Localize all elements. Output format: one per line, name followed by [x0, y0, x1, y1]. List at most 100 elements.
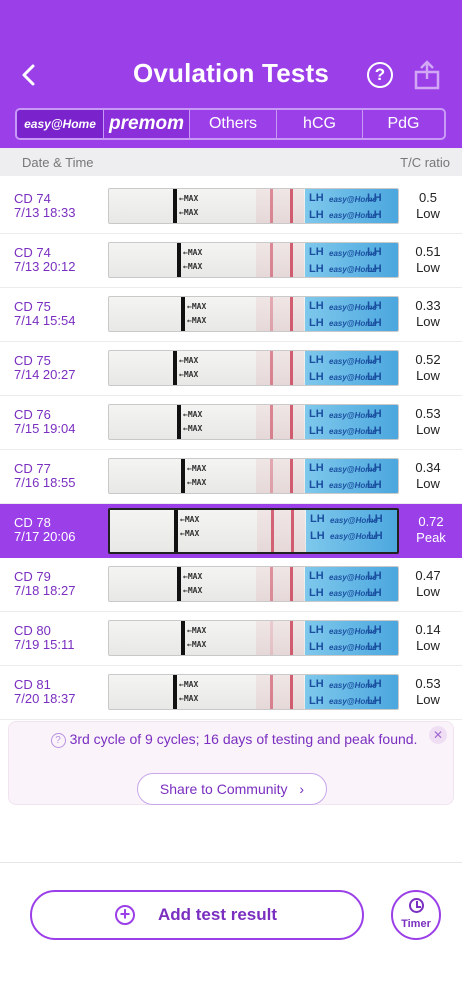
result-window	[256, 567, 304, 601]
tab-others[interactable]: Others	[190, 110, 277, 138]
wrapper-text: LH	[367, 408, 382, 420]
add-test-result-button[interactable]: + Add test result	[30, 890, 364, 940]
clock-icon	[409, 898, 424, 913]
wrapper-text: easy@Home	[329, 427, 377, 436]
ratio-level: Low	[416, 206, 440, 221]
row-date: CD 75 7/14 15:54	[14, 300, 75, 328]
back-button[interactable]	[14, 58, 44, 92]
test-row[interactable]: CD 75 7/14 15:54 ←MAX ←MAX LH easy@Home LH LH ea…	[0, 288, 462, 342]
control-line	[290, 567, 293, 601]
max-label: ←MAX	[183, 586, 203, 595]
wrapper-text: easy@Home	[329, 195, 377, 204]
control-line	[290, 621, 293, 655]
tab-hcg[interactable]: hCG	[277, 110, 363, 138]
strip-wrapper: LH easy@Home LH LH easy@Home LH	[305, 297, 398, 331]
cycle-day: CD 77	[14, 461, 51, 476]
test-time: 7/17 20:06	[14, 529, 76, 544]
brand-tabs: easy@Home premom Others hCG PdG	[15, 108, 446, 140]
tab-easy-home[interactable]: easy@Home	[17, 110, 104, 138]
wrapper-text: LH	[309, 479, 324, 491]
wrapper-text: easy@Home	[329, 249, 377, 258]
max-label: ←MAX	[187, 626, 207, 635]
cycle-day: CD 76	[14, 407, 51, 422]
test-row[interactable]: CD 77 7/16 18:55 ←MAX ←MAX LH easy@Home LH LH ea…	[0, 450, 462, 504]
tc-ratio: 0.53 Low	[408, 406, 448, 438]
tc-ratio: 0.52 Low	[408, 352, 448, 384]
max-label: ←MAX	[179, 208, 199, 217]
test-row[interactable]: CD 76 7/15 19:04 ←MAX ←MAX LH easy@Home LH LH ea…	[0, 396, 462, 450]
tab-premom[interactable]: premom	[104, 110, 190, 138]
wrapper-text: easy@Home	[329, 211, 377, 220]
wrapper-text: easy@Home	[329, 481, 377, 490]
wrapper-text: easy@Home	[329, 627, 377, 636]
ratio-value: 0.47	[415, 568, 441, 583]
wrapper-text: LH	[309, 624, 324, 636]
max-label: ←MAX	[187, 464, 207, 473]
result-window	[256, 405, 304, 439]
test-row[interactable]: CD 75 7/14 20:27 ←MAX ←MAX LH easy@Home LH LH ea…	[0, 342, 462, 396]
wrapper-text: easy@Home	[329, 303, 377, 312]
tc-ratio: 0.53 Low	[408, 676, 448, 708]
timer-button[interactable]: Timer	[391, 890, 441, 940]
wrapper-text: easy@Home	[329, 357, 377, 366]
test-row[interactable]: CD 78 7/17 20:06 ←MAX ←MAX LH easy@Home LH LH ea…	[0, 504, 462, 558]
column-header: Date & Time T/C ratio	[0, 148, 462, 176]
row-date: CD 81 7/20 18:37	[14, 678, 75, 706]
wrapper-text: LH	[309, 425, 324, 437]
wrapper-text: LH	[309, 570, 324, 582]
close-icon[interactable]: ✕	[429, 726, 447, 744]
test-time: 7/15 19:04	[14, 421, 76, 436]
ratio-level: Peak	[416, 530, 446, 545]
wrapper-text: LH	[309, 408, 324, 420]
test-strip-image: ←MAX ←MAX LH easy@Home LH LH easy@Home LH	[108, 508, 399, 554]
wrapper-text: LH	[367, 209, 382, 221]
share-to-community-button[interactable]: Share to Community ›	[137, 773, 327, 805]
test-row[interactable]: CD 80 7/19 15:11 ←MAX ←MAX LH easy@Home LH LH ea…	[0, 612, 462, 666]
ratio-level: Low	[416, 422, 440, 437]
help-icon[interactable]: ?	[367, 62, 393, 88]
strip-marker	[173, 189, 177, 223]
result-window	[256, 675, 304, 709]
ratio-value: 0.14	[415, 622, 441, 637]
wrapper-text: LH	[309, 300, 324, 312]
strip-marker	[181, 459, 185, 493]
strip-wrapper: LH easy@Home LH LH easy@Home LH	[305, 351, 398, 385]
cycle-day: CD 74	[14, 245, 51, 260]
wrapper-text: easy@Home	[330, 532, 378, 541]
row-date: CD 79 7/18 18:27	[14, 570, 75, 598]
test-row[interactable]: CD 74 7/13 20:12 ←MAX ←MAX LH easy@Home LH LH ea…	[0, 234, 462, 288]
tc-ratio: 0.51 Low	[408, 244, 448, 276]
ratio-level: Low	[416, 584, 440, 599]
share-icon[interactable]	[413, 60, 441, 90]
strip-marker	[177, 243, 181, 277]
wrapper-text: LH	[367, 624, 382, 636]
control-line	[290, 297, 293, 331]
test-strip-image: ←MAX ←MAX LH easy@Home LH LH easy@Home LH	[108, 350, 399, 386]
control-line	[290, 243, 293, 277]
tab-pdg[interactable]: PdG	[387, 115, 420, 132]
cycle-day: CD 80	[14, 623, 51, 638]
max-label: ←MAX	[187, 478, 207, 487]
wrapper-text: LH	[367, 425, 382, 437]
cycle-day: CD 75	[14, 353, 51, 368]
wrapper-text: LH	[309, 209, 324, 221]
test-strip-image: ←MAX ←MAX LH easy@Home LH LH easy@Home LH	[108, 458, 399, 494]
test-row[interactable]: CD 81 7/20 18:37 ←MAX ←MAX LH easy@Home LH LH ea…	[0, 666, 462, 720]
test-line	[270, 675, 273, 709]
test-line	[270, 405, 273, 439]
test-strip-image: ←MAX ←MAX LH easy@Home LH LH easy@Home LH	[108, 566, 399, 602]
cycle-day: CD 75	[14, 299, 51, 314]
wrapper-text: LH	[368, 530, 383, 542]
wrapper-text: LH	[309, 587, 324, 599]
test-row[interactable]: CD 74 7/13 18:33 ←MAX ←MAX LH easy@Home LH LH ea…	[0, 180, 462, 234]
result-window	[256, 351, 304, 385]
row-date: CD 80 7/19 15:11	[14, 624, 74, 652]
test-strip-image: ←MAX ←MAX LH easy@Home LH LH easy@Home LH	[108, 674, 399, 710]
test-row[interactable]: CD 79 7/18 18:27 ←MAX ←MAX LH easy@Home LH LH ea…	[0, 558, 462, 612]
max-label: ←MAX	[183, 410, 203, 419]
tc-ratio: 0.33 Low	[408, 298, 448, 330]
strip-wrapper: LH easy@Home LH LH easy@Home LH	[306, 510, 397, 552]
test-line	[270, 459, 273, 493]
control-line	[290, 351, 293, 385]
wrapper-text: LH	[368, 513, 383, 525]
